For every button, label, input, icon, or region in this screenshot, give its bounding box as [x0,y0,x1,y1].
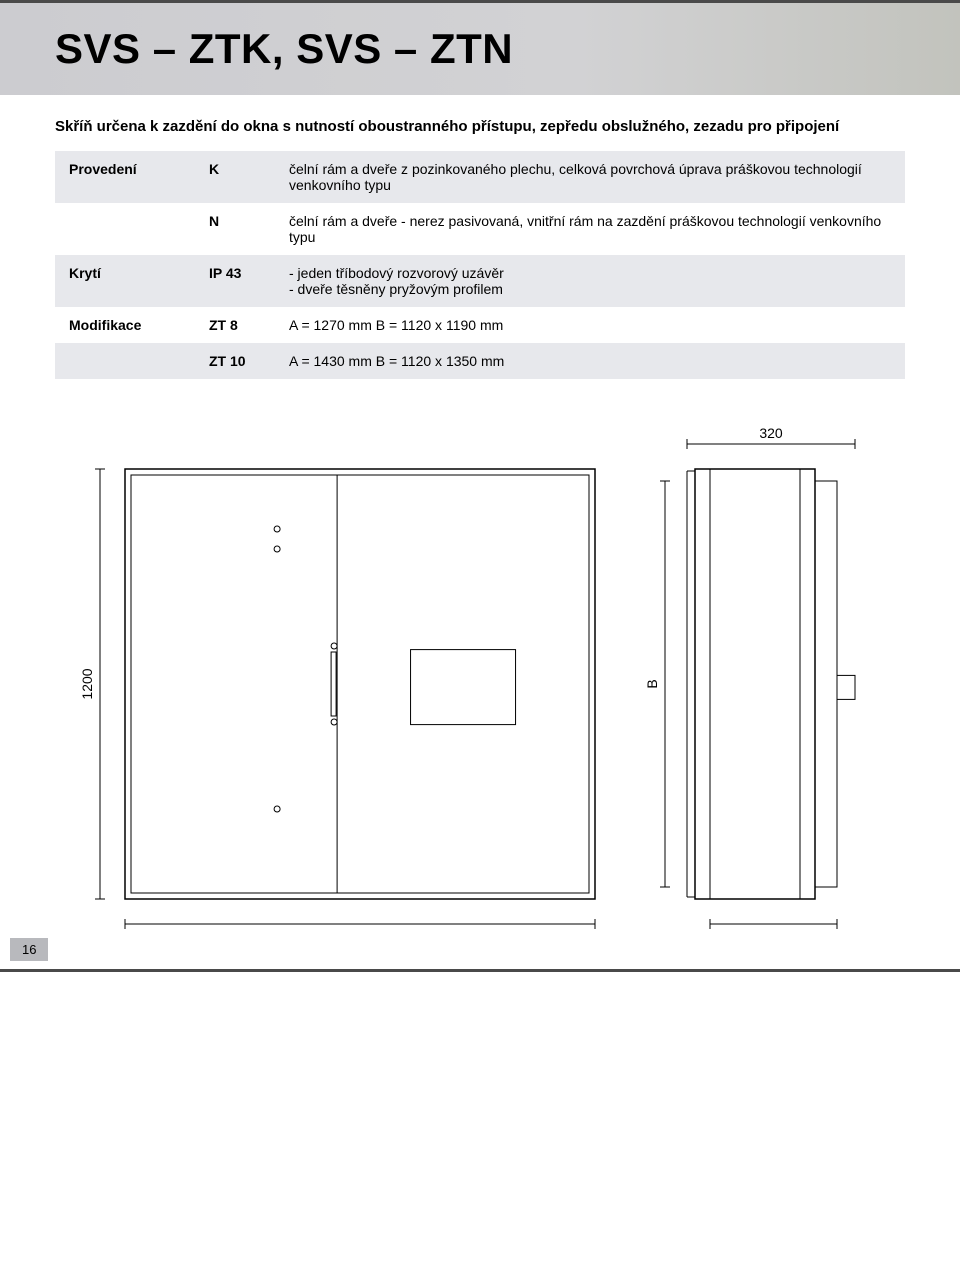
row-desc: čelní rám a dveře z pozinkovaného plechu… [275,151,905,203]
svg-text:320: 320 [759,425,783,441]
row-desc: A = 1430 mm B = 1120 x 1350 mm [275,343,905,379]
svg-text:274: 274 [762,927,786,929]
row-label: Krytí [55,255,195,307]
page-title: SVS – ZTK, SVS – ZTN [55,25,905,73]
row-desc: A = 1270 mm B = 1120 x 1190 mm [275,307,905,343]
row-label [55,343,195,379]
page-number: 16 [10,938,48,961]
row-code: ZT 10 [195,343,275,379]
row-desc: - jeden tříbodový rozvorový uzávěr- dveř… [275,255,905,307]
table-row: ModifikaceZT 8A = 1270 mm B = 1120 x 119… [55,307,905,343]
header-band: SVS – ZTK, SVS – ZTN [0,3,960,95]
diagram-area: 1200 A 320 B 274 [55,419,905,929]
table-row: ProvedeníKčelní rám a dveře z pozinkovan… [55,151,905,203]
svg-text:B: B [644,680,660,689]
row-code: ZT 8 [195,307,275,343]
table-row: Nčelní rám a dveře - nerez pasivovaná, v… [55,203,905,255]
svg-text:1200: 1200 [79,668,95,699]
content-area: Skříň určena k zazdění do okna s nutnost… [0,95,960,969]
page-frame: SVS – ZTK, SVS – ZTN Skříň určena k zazd… [0,0,960,972]
table-row: KrytíIP 43- jeden tříbodový rozvorový uz… [55,255,905,307]
row-label: Modifikace [55,307,195,343]
row-desc: čelní rám a dveře - nerez pasivovaná, vn… [275,203,905,255]
specs-table: ProvedeníKčelní rám a dveře z pozinkovan… [55,151,905,379]
technical-drawing: 1200 A 320 B 274 [55,419,905,929]
row-code: N [195,203,275,255]
svg-text:A: A [355,927,365,929]
row-code: IP 43 [195,255,275,307]
row-label: Provedení [55,151,195,203]
table-row: ZT 10A = 1430 mm B = 1120 x 1350 mm [55,343,905,379]
row-label [55,203,195,255]
row-code: K [195,151,275,203]
subtitle: Skříň určena k zazdění do okna s nutnost… [55,117,905,137]
